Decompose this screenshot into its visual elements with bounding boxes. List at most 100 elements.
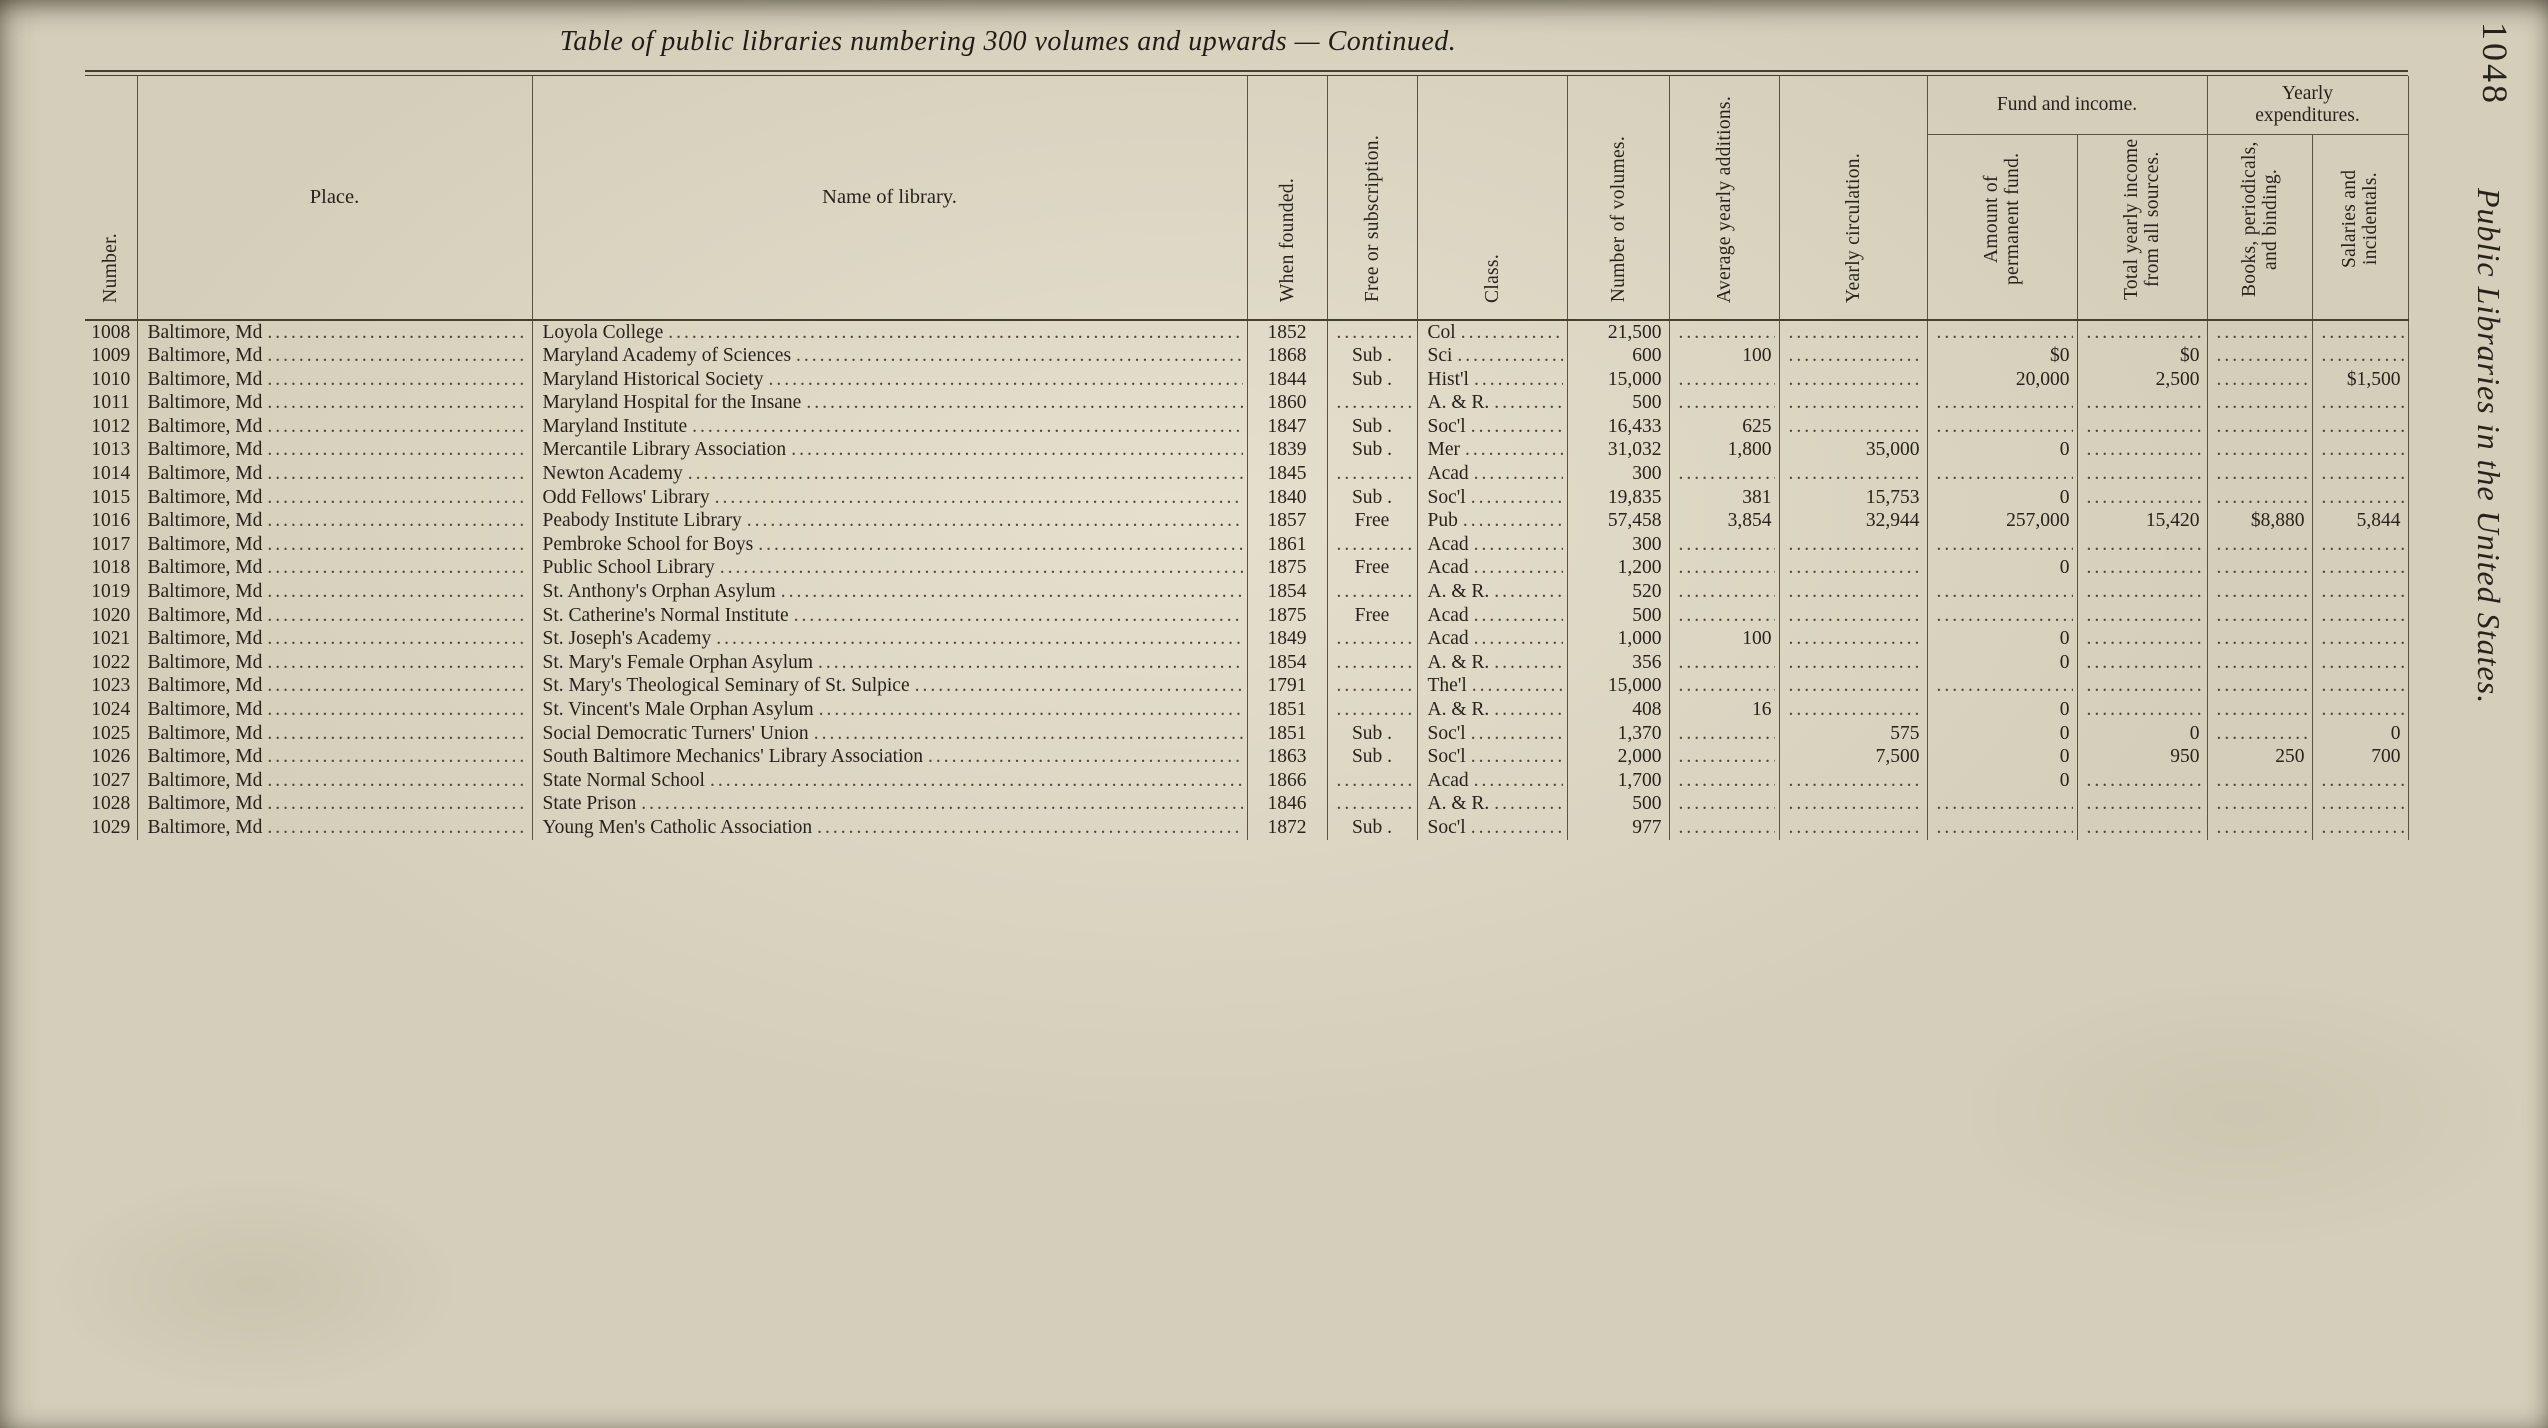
cell-place: Baltimore, Md <box>136 627 532 651</box>
cell-free-or-sub: Sub . <box>1326 344 1417 368</box>
cell-salaries <box>2311 485 2409 510</box>
cell-volumes: 2,000 <box>1566 745 1669 769</box>
cell-yearly-circulation <box>1778 462 1927 486</box>
cell-yearly-income <box>2076 462 2207 486</box>
col-header-permanent-fund-label: Amount of permanent fund. <box>1981 152 2023 285</box>
cell-number: 1010 <box>91 368 131 390</box>
cell-place: Baltimore, Md <box>136 698 532 722</box>
cell-class: Acad <box>1416 768 1567 793</box>
col-header-salaries-label: Salaries and incidentals. <box>2339 169 2381 268</box>
cell-books-binding <box>2206 344 2312 368</box>
cell-yearly-circulation <box>1778 650 1927 675</box>
cell-books-binding <box>2206 721 2312 746</box>
cell-salaries: $1,500 <box>2311 367 2409 392</box>
cell-salaries: 5,844 <box>2311 509 2409 533</box>
page-number: 1048 <box>2475 22 2515 106</box>
cell-volumes: 408 <box>1566 698 1669 722</box>
col-header-total-income-label: Total yearly income from all sources. <box>2121 137 2163 300</box>
col-header-number: Number. <box>85 76 137 320</box>
cell-yearly-income <box>2076 318 2207 345</box>
cell-permanent-fund <box>1926 462 2077 486</box>
cell-yearly-income <box>2076 698 2207 722</box>
col-header-total-income: Total yearly income from all sources. <box>2076 134 2207 320</box>
cell-salaries <box>2311 650 2409 675</box>
col-header-books-binding-label: Books, periodicals, and binding. <box>2238 140 2281 297</box>
group-header-fund-income-label: Fund and income. <box>1996 93 2138 115</box>
cell-yearly-income: 950 <box>2076 745 2207 769</box>
cell-yearly-additions <box>1668 462 1779 486</box>
cell-founded: 1866 <box>1246 768 1327 793</box>
cell-permanent-fund: 0 <box>1926 745 2077 769</box>
cell-yearly-circulation <box>1778 603 1927 628</box>
cell-founded: 1868 <box>1246 344 1327 368</box>
cell-free-or-sub: Free <box>1326 509 1417 533</box>
cell-permanent-fund: 0 <box>1926 485 2077 510</box>
cell-free-or-sub <box>1326 698 1417 722</box>
cell-free-or-sub <box>1326 532 1417 557</box>
cell-number: 1018 <box>91 557 131 579</box>
cell-place: Baltimore, Md <box>136 556 532 581</box>
cell-volumes: 57,458 <box>1566 509 1669 533</box>
cell-library-name: Peabody Institute Library <box>531 509 1247 533</box>
cell-number: 1023 <box>91 675 131 697</box>
cell-free-or-sub: Sub . <box>1326 414 1417 439</box>
cell-yearly-additions <box>1668 580 1779 604</box>
cell-founded: 1846 <box>1246 792 1327 816</box>
cell-salaries <box>2311 391 2409 415</box>
cell-yearly-additions <box>1668 391 1779 415</box>
cell-books-binding <box>2206 627 2312 651</box>
cell-founded: 1845 <box>1246 462 1327 486</box>
cell-class: Acad <box>1416 627 1567 651</box>
col-header-class-label: Class. <box>1481 253 1503 303</box>
cell-volumes: 1,370 <box>1566 721 1669 746</box>
cell-founded: 1844 <box>1246 367 1327 392</box>
cell-salaries <box>2311 556 2409 581</box>
cell-yearly-income <box>2076 580 2207 604</box>
cell-library-name: South Baltimore Mechanics' Library Assoc… <box>531 745 1247 769</box>
cell-founded: 1875 <box>1246 603 1327 628</box>
cell-place: Baltimore, Md <box>136 580 532 604</box>
cell-founded: 1851 <box>1246 698 1327 722</box>
cell-salaries <box>2311 532 2409 557</box>
cell-founded: 1857 <box>1246 509 1327 533</box>
cell-volumes: 21,500 <box>1566 318 1669 345</box>
cell-class: A. & R. <box>1416 391 1567 415</box>
cell-founded: 1849 <box>1246 627 1327 651</box>
table-head: Number. Place. Name of library. When fou… <box>85 76 2409 320</box>
cell-free-or-sub: Sub . <box>1326 721 1417 746</box>
cell-place: Baltimore, Md <box>136 815 532 840</box>
cell-yearly-circulation: 7,500 <box>1778 745 1927 769</box>
cell-salaries <box>2311 674 2409 698</box>
cell-class: Soc'l <box>1416 485 1567 510</box>
cell-yearly-additions <box>1668 532 1779 557</box>
cell-library-name: St. Anthony's Orphan Asylum <box>531 580 1247 604</box>
cell-salaries <box>2311 768 2409 793</box>
cell-free-or-sub <box>1326 674 1417 698</box>
cell-salaries <box>2311 462 2409 486</box>
cell-number: 1008 <box>85 318 137 345</box>
cell-number: 1025 <box>91 722 131 744</box>
cell-free-or-sub: Sub . <box>1326 815 1417 840</box>
cell-yearly-circulation <box>1778 414 1927 439</box>
cell-salaries: 700 <box>2311 745 2409 769</box>
cell-place: Baltimore, Md <box>136 650 532 675</box>
cell-volumes: 520 <box>1566 580 1669 604</box>
cell-permanent-fund: 0 <box>1926 556 2077 581</box>
cell-books-binding <box>2206 603 2312 628</box>
cell-volumes: 500 <box>1566 391 1669 415</box>
cell-place: Baltimore, Md <box>136 485 532 510</box>
group-header-expenditures: Yearly expenditures. <box>2206 76 2409 135</box>
cell-yearly-income: $0 <box>2076 344 2207 368</box>
cell-library-name: Newton Academy <box>531 462 1247 486</box>
col-header-place-label: Place. <box>309 185 360 208</box>
cell-yearly-additions <box>1668 745 1779 769</box>
cell-place: Baltimore, Md <box>136 344 532 368</box>
cell-free-or-sub: Free <box>1326 603 1417 628</box>
cell-permanent-fund: 0 <box>1926 721 2077 746</box>
cell-yearly-income <box>2076 391 2207 415</box>
cell-yearly-circulation: 575 <box>1778 721 1927 746</box>
